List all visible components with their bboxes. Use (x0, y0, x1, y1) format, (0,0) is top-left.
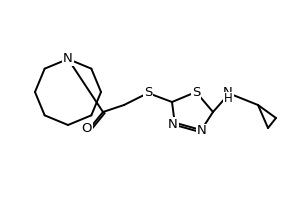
Text: S: S (192, 86, 200, 99)
Text: N: N (223, 86, 233, 98)
Text: H: H (224, 92, 232, 106)
Text: N: N (63, 52, 73, 66)
Text: N: N (168, 117, 178, 130)
Text: S: S (144, 86, 152, 99)
Text: O: O (82, 121, 92, 134)
Text: N: N (197, 124, 207, 138)
